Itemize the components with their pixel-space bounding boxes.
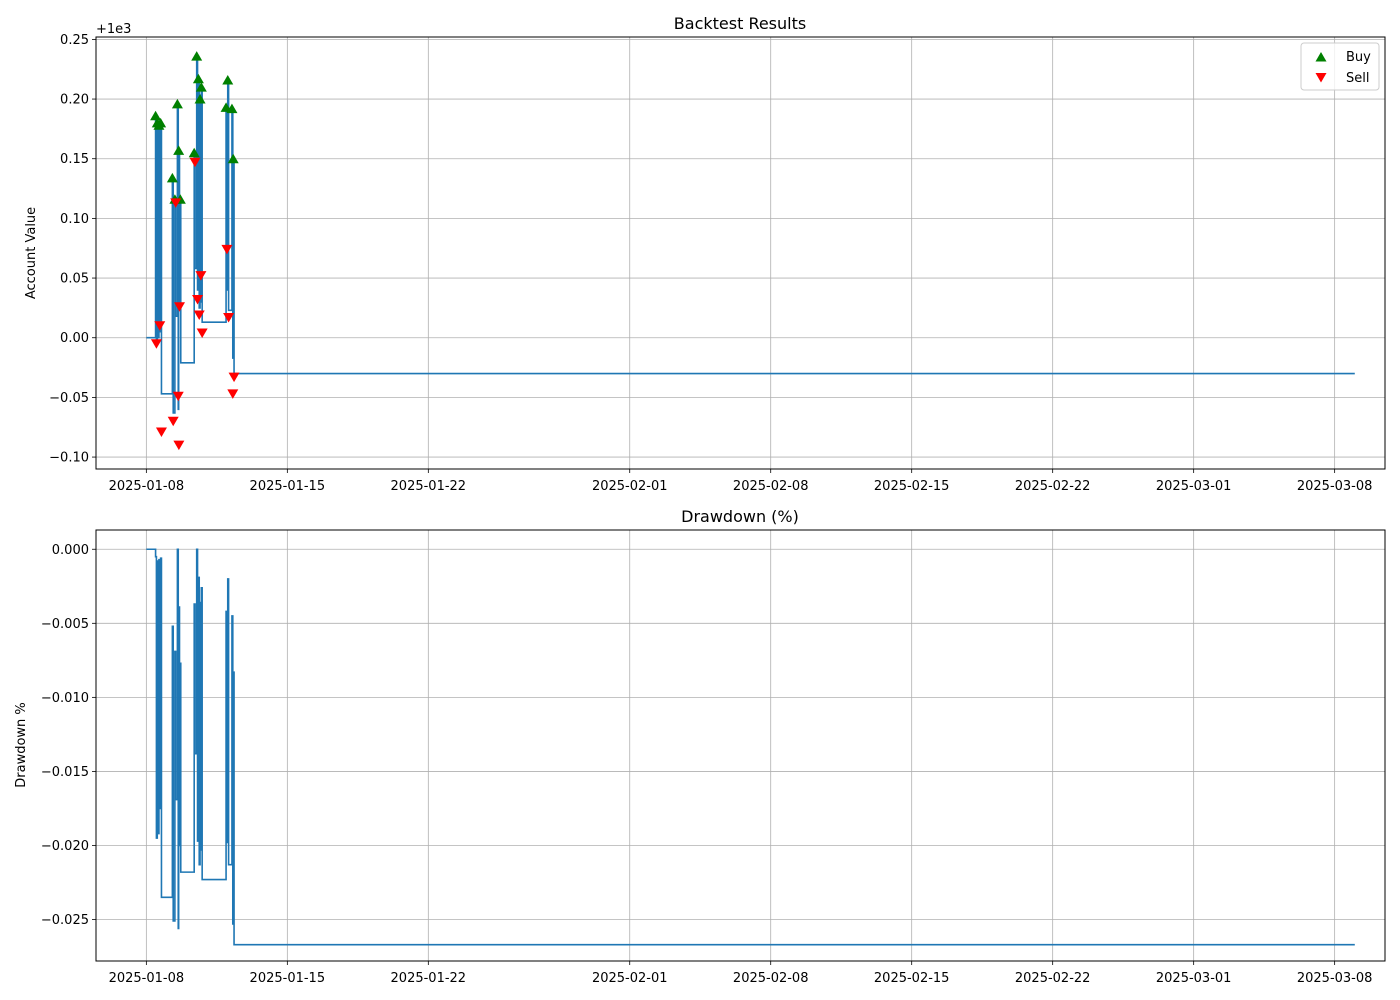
sell-marker <box>228 372 240 383</box>
sell-marker <box>170 198 182 208</box>
sell-marker <box>189 157 201 168</box>
buy-marker <box>171 98 183 109</box>
plot-frame <box>95 529 1386 962</box>
x-tick-label: 2025-03-08 <box>1297 971 1373 986</box>
y-tick-label: −0.020 <box>41 839 89 854</box>
grid <box>96 37 1385 469</box>
y-tick-label: 0.000 <box>52 543 89 558</box>
buy-marker <box>195 82 207 92</box>
y-axis-label: Drawdown % <box>14 702 29 788</box>
legend-buy-marker <box>1315 52 1327 62</box>
y-tick-label: −0.10 <box>49 451 89 466</box>
y-axis-label: Account Value <box>24 207 39 299</box>
buy-marker <box>155 117 167 128</box>
legend-sell-marker <box>1315 73 1327 83</box>
legend: Buy Sell <box>1300 42 1380 91</box>
sell-marker <box>155 427 167 438</box>
x-tick-label: 2025-01-15 <box>250 971 326 986</box>
y-axis-ticks: −0.025 −0.020 −0.015 −0.010 −0.005 0.000 <box>41 543 96 928</box>
y-tick-label: 0.10 <box>60 212 89 227</box>
x-axis-ticks: 2025-01-08 2025-01-15 2025-01-22 2025-02-01… <box>109 961 1373 986</box>
x-tick-label: 2025-02-15 <box>874 971 950 986</box>
legend-label-sell: Sell <box>1346 71 1369 86</box>
chart-title: Drawdown (%) <box>681 507 799 526</box>
y-tick-label: −0.015 <box>41 765 89 780</box>
x-tick-label: 2025-03-08 <box>1297 479 1373 494</box>
x-tick-label: 2025-02-22 <box>1015 479 1091 494</box>
trade-markers <box>150 51 240 451</box>
x-tick-label: 2025-01-08 <box>109 479 185 494</box>
x-tick-label: 2025-02-01 <box>592 479 668 494</box>
x-tick-label: 2025-01-22 <box>391 971 467 986</box>
x-tick-label: 2025-03-01 <box>1156 971 1232 986</box>
buy-marker <box>194 94 206 104</box>
y-tick-label: 0.25 <box>60 33 89 48</box>
y-tick-label: 0.20 <box>60 93 89 108</box>
x-tick-label: 2025-02-08 <box>733 971 809 986</box>
sell-marker <box>167 416 179 427</box>
sell-marker <box>173 440 185 451</box>
sell-marker <box>195 271 207 281</box>
chart-title: Backtest Results <box>674 14 806 33</box>
buy-marker <box>188 147 200 158</box>
sell-marker <box>192 295 204 305</box>
y-tick-label: −0.005 <box>41 617 89 632</box>
sell-marker <box>223 312 235 323</box>
x-tick-label: 2025-01-15 <box>250 479 326 494</box>
sell-marker <box>150 339 162 349</box>
sell-marker <box>193 310 205 321</box>
buy-marker <box>166 172 178 183</box>
y-tick-label: −0.05 <box>49 391 89 406</box>
y-tick-label: 0.00 <box>60 331 89 346</box>
buy-marker <box>173 145 185 155</box>
buy-marker <box>227 153 239 164</box>
y-tick-label: −0.010 <box>41 691 89 706</box>
series-line <box>146 55 1355 414</box>
sell-marker <box>154 321 166 331</box>
plot-frame <box>95 36 1386 470</box>
x-tick-label: 2025-02-01 <box>592 971 668 986</box>
x-tick-label: 2025-02-15 <box>874 479 950 494</box>
buy-marker <box>191 51 203 61</box>
x-axis-ticks: 2025-01-08 2025-01-15 2025-01-22 2025-02-01… <box>109 469 1373 494</box>
x-tick-label: 2025-02-22 <box>1015 971 1091 986</box>
sell-marker <box>196 328 208 338</box>
buy-marker <box>222 74 234 85</box>
buy-marker <box>226 103 238 114</box>
sell-marker <box>227 389 239 399</box>
y-offset-label: +1e3 <box>96 22 131 37</box>
series-line <box>146 548 1355 946</box>
y-tick-label: −0.025 <box>41 913 89 928</box>
x-tick-label: 2025-02-08 <box>733 479 809 494</box>
y-tick-label: 0.15 <box>60 152 89 167</box>
backtest-results-chart: −0.10 −0.05 0.00 0.05 0.10 0.15 0.20 0.25 2025-… <box>24 14 1386 494</box>
y-tick-label: 0.05 <box>60 272 89 287</box>
y-axis-ticks: −0.10 −0.05 0.00 0.05 0.10 0.15 0.20 0.25 <box>49 33 96 466</box>
buy-marker <box>150 110 162 121</box>
sell-marker <box>173 302 185 312</box>
drawdown-chart: −0.025 −0.020 −0.015 −0.010 −0.005 0.000 2025… <box>14 507 1386 986</box>
buy-marker <box>192 73 204 84</box>
series <box>146 548 1355 946</box>
x-tick-label: 2025-01-22 <box>391 479 467 494</box>
series <box>146 55 1355 414</box>
x-tick-label: 2025-01-08 <box>109 971 185 986</box>
sell-marker <box>221 244 233 255</box>
grid <box>96 530 1385 961</box>
sell-marker <box>172 391 184 402</box>
legend-label-buy: Buy <box>1346 50 1371 65</box>
x-tick-label: 2025-03-01 <box>1156 479 1232 494</box>
